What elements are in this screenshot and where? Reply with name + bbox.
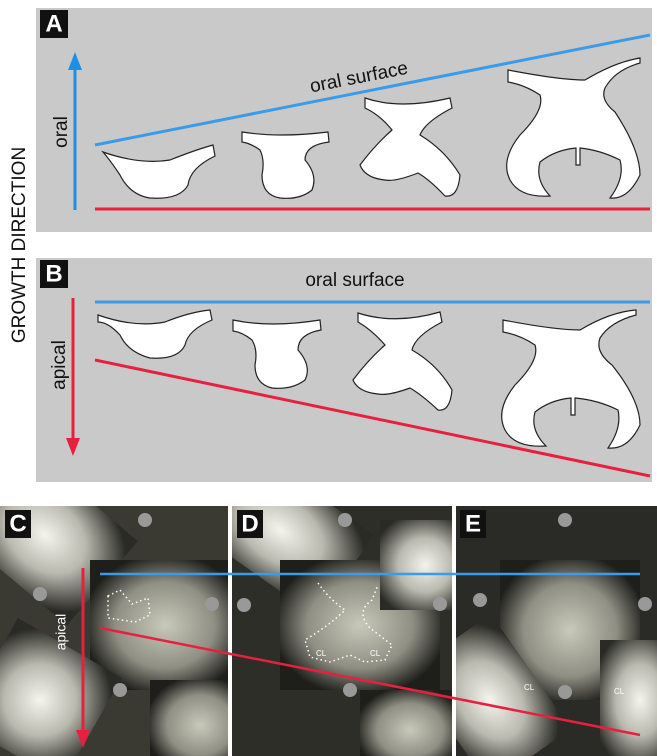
cl-label: CL <box>370 649 381 658</box>
photo-letter: D <box>241 510 258 537</box>
photo-d: CL CL <box>186 443 470 756</box>
surface-label: oral surface <box>305 270 404 291</box>
direction-label: apical <box>49 340 70 390</box>
photo-c <box>0 445 250 756</box>
panel-b: B apical oral surface <box>36 258 652 482</box>
panel-letter: A <box>45 10 62 37</box>
photo-letter: C <box>9 510 26 537</box>
cl-label: CL <box>316 649 327 658</box>
direction-label: apical <box>53 614 69 651</box>
cl-label: CL <box>524 683 535 692</box>
photo-letter: E <box>465 510 481 537</box>
side-label: GROWTH DIRECTION <box>9 147 30 343</box>
cl-label: CL <box>614 687 625 696</box>
panel-letter: B <box>45 260 62 287</box>
figure: GROWTH DIRECTION A oral oral surface B a… <box>0 0 657 756</box>
panel-a: A oral oral surface <box>36 8 652 232</box>
direction-label: oral <box>51 116 72 148</box>
